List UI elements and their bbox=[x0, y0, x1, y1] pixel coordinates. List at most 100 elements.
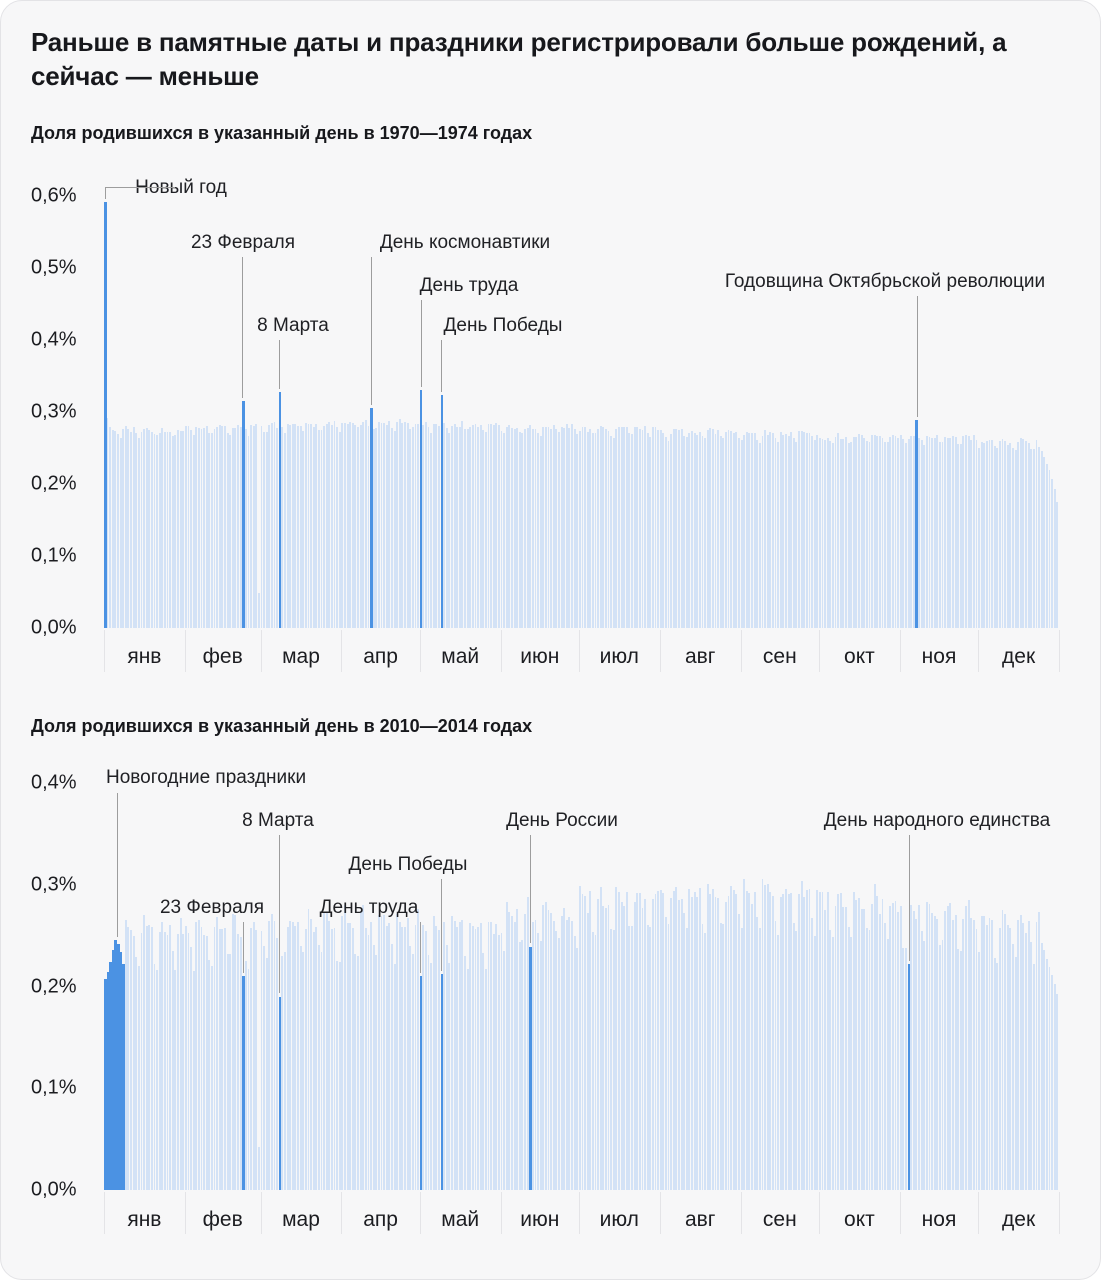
bar bbox=[304, 422, 307, 628]
bar bbox=[902, 439, 905, 628]
bar bbox=[320, 952, 323, 1190]
bar bbox=[878, 436, 881, 628]
bar bbox=[161, 922, 164, 1190]
bar bbox=[683, 435, 686, 628]
bar bbox=[375, 955, 378, 1190]
bar bbox=[1009, 442, 1012, 628]
bar bbox=[213, 428, 216, 628]
bar bbox=[1045, 959, 1048, 1190]
month-label: май bbox=[441, 1208, 480, 1231]
bar bbox=[461, 421, 464, 628]
bar bbox=[132, 935, 135, 1190]
month-label: ноя bbox=[921, 1208, 957, 1231]
bar bbox=[1001, 438, 1004, 628]
bar bbox=[458, 427, 461, 628]
bar bbox=[667, 440, 670, 628]
bar bbox=[479, 424, 482, 628]
bar bbox=[599, 887, 602, 1190]
bar bbox=[803, 896, 806, 1190]
bar bbox=[954, 915, 957, 1190]
holiday-annotation-label: День Победы bbox=[443, 315, 563, 336]
bar bbox=[127, 926, 130, 1190]
bar bbox=[336, 427, 339, 628]
bar bbox=[941, 442, 944, 628]
bar bbox=[641, 430, 644, 628]
bar bbox=[370, 921, 373, 1190]
bar bbox=[511, 427, 513, 628]
bar bbox=[195, 427, 198, 628]
bar bbox=[315, 423, 318, 628]
month-tick bbox=[899, 630, 901, 672]
holiday-bar bbox=[419, 976, 423, 1190]
bar bbox=[294, 926, 297, 1190]
bar bbox=[732, 890, 735, 1190]
bar bbox=[286, 423, 289, 628]
bar bbox=[722, 438, 725, 628]
bar bbox=[829, 929, 832, 1190]
month-tick bbox=[740, 1192, 742, 1234]
bar bbox=[766, 435, 769, 628]
bar bbox=[988, 439, 991, 628]
bar bbox=[792, 922, 795, 1190]
bar bbox=[839, 892, 842, 1190]
bar bbox=[972, 435, 975, 628]
bar bbox=[975, 929, 978, 1190]
bar bbox=[130, 432, 132, 628]
bar bbox=[769, 891, 772, 1190]
bar bbox=[886, 938, 889, 1190]
bar bbox=[625, 426, 628, 628]
bar bbox=[678, 429, 680, 628]
bar bbox=[437, 930, 440, 1190]
bar bbox=[740, 928, 743, 1190]
bar bbox=[816, 435, 819, 628]
bar bbox=[505, 426, 508, 628]
bar bbox=[427, 426, 430, 628]
bar bbox=[137, 437, 140, 628]
bar bbox=[424, 422, 427, 628]
bar bbox=[831, 937, 834, 1190]
bar bbox=[972, 919, 975, 1190]
bar bbox=[130, 930, 132, 1190]
bar bbox=[516, 909, 519, 1190]
holiday-bar bbox=[242, 401, 245, 628]
bar bbox=[725, 431, 727, 628]
bar bbox=[448, 432, 451, 628]
bar bbox=[1053, 489, 1056, 628]
holiday-bar bbox=[104, 979, 107, 1190]
y-axis-label: 0,5% bbox=[31, 256, 77, 279]
bar bbox=[250, 424, 252, 628]
bar bbox=[534, 919, 537, 1190]
bar bbox=[824, 909, 827, 1190]
bar bbox=[391, 944, 393, 1190]
bar bbox=[688, 433, 691, 628]
month-tick bbox=[260, 1192, 262, 1234]
month-label: апр bbox=[363, 645, 398, 668]
holiday-bar bbox=[117, 943, 120, 1190]
bar bbox=[224, 426, 226, 628]
bar bbox=[970, 918, 973, 1190]
holiday-annotation-label: День народного единства bbox=[823, 810, 1051, 831]
bar bbox=[985, 925, 988, 1190]
bar bbox=[818, 438, 821, 628]
bar bbox=[357, 426, 359, 628]
y-axis-label: 0,2% bbox=[31, 975, 77, 997]
bar bbox=[158, 432, 161, 628]
bar bbox=[409, 429, 412, 628]
bar bbox=[863, 437, 866, 628]
bar bbox=[777, 442, 780, 628]
bar bbox=[474, 928, 477, 1190]
bar bbox=[492, 425, 495, 628]
bar bbox=[792, 437, 795, 628]
y-axis-label: 0,4% bbox=[31, 771, 77, 794]
bar bbox=[411, 954, 414, 1190]
bar bbox=[952, 920, 954, 1190]
bar bbox=[907, 439, 910, 628]
bar bbox=[1051, 974, 1054, 1190]
bar bbox=[291, 424, 294, 628]
bar bbox=[231, 428, 234, 628]
bar bbox=[578, 886, 581, 1190]
holiday-bar bbox=[119, 951, 123, 1190]
bar bbox=[414, 423, 417, 628]
bar bbox=[787, 435, 790, 628]
bar bbox=[315, 926, 318, 1190]
